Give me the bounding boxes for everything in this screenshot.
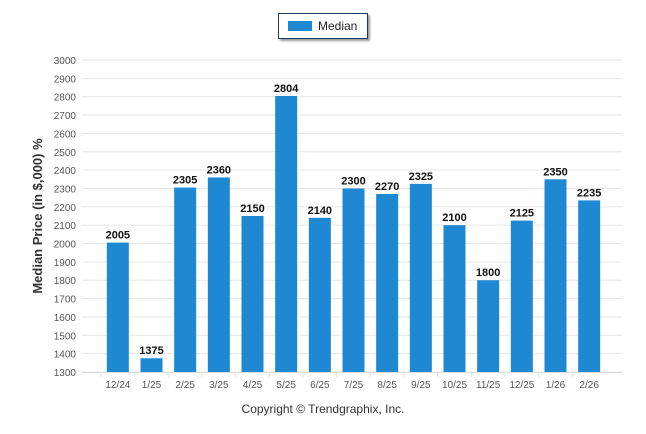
y-tick-label: 2900 (54, 74, 77, 85)
legend-label: Median (318, 19, 358, 33)
bar (207, 177, 230, 372)
y-tick-label: 1800 (54, 276, 77, 287)
bar (578, 200, 601, 372)
y-tick-label: 1300 (54, 368, 77, 379)
x-tick-label: 12/24 (105, 380, 130, 391)
x-tick-label: 1/26 (546, 380, 566, 391)
x-tick-label: 1/25 (142, 380, 162, 391)
y-tick-label: 1500 (54, 331, 77, 342)
legend: Median (278, 13, 368, 39)
x-tick-label: 2/25 (175, 380, 195, 391)
bar (376, 193, 399, 372)
x-tick-label: 9/25 (411, 380, 431, 391)
data-label: 2005 (106, 230, 130, 242)
y-tick-label: 3000 (54, 56, 77, 67)
y-axis-title: Median Price (in $,000) % (30, 138, 45, 294)
data-label: 2140 (308, 205, 332, 217)
y-tick-label: 2200 (54, 203, 77, 214)
bar (477, 280, 500, 372)
y-tick-label: 1900 (54, 258, 77, 269)
bar (308, 217, 331, 372)
bar (106, 242, 129, 372)
x-tick-label: 4/25 (243, 380, 263, 391)
data-label: 2305 (173, 175, 197, 187)
data-label: 2350 (543, 166, 567, 178)
x-tick-label: 5/25 (276, 380, 296, 391)
data-label: 2100 (442, 212, 466, 224)
bar (275, 95, 298, 372)
data-label: 1800 (476, 267, 500, 279)
y-tick-label: 1600 (54, 313, 77, 324)
data-label: 2300 (341, 175, 365, 187)
x-tick-label: 11/25 (476, 380, 501, 391)
x-tick-label: 8/25 (377, 380, 397, 391)
y-tick-label: 2800 (54, 93, 77, 104)
data-label: 2325 (409, 171, 433, 183)
data-label: 2270 (375, 181, 399, 193)
y-tick-label: 2000 (54, 240, 77, 251)
y-tick-label: 2300 (54, 184, 77, 195)
bar (140, 358, 163, 372)
bar (241, 216, 264, 372)
x-tick-label: 12/25 (509, 380, 534, 391)
data-label: 1375 (139, 345, 163, 357)
bar (510, 220, 533, 372)
x-tick-label: 10/25 (442, 380, 467, 391)
x-tick-label: 3/25 (209, 380, 229, 391)
y-tick-label: 2700 (54, 111, 77, 122)
data-label: 2235 (577, 187, 601, 199)
x-tick-label: 2/26 (579, 380, 599, 391)
bar (443, 225, 466, 372)
data-label: 2804 (274, 83, 299, 95)
data-label: 2150 (240, 203, 264, 215)
y-tick-label: 2600 (54, 129, 77, 140)
data-label: 2360 (207, 164, 231, 176)
y-tick-label: 2400 (54, 166, 77, 177)
y-tick-label: 2500 (54, 148, 77, 159)
bar (409, 183, 432, 372)
bar (342, 188, 365, 372)
x-tick-label: 7/25 (344, 380, 364, 391)
data-label: 2125 (510, 208, 534, 220)
y-tick-label: 1700 (54, 295, 77, 306)
legend-swatch (288, 21, 312, 31)
y-tick-label: 1400 (54, 350, 77, 361)
bar (544, 179, 567, 372)
y-tick-label: 2100 (54, 221, 77, 232)
bar (174, 187, 197, 372)
x-tick-label: 6/25 (310, 380, 330, 391)
copyright: Copyright © Trendgraphix, Inc. (241, 402, 405, 416)
